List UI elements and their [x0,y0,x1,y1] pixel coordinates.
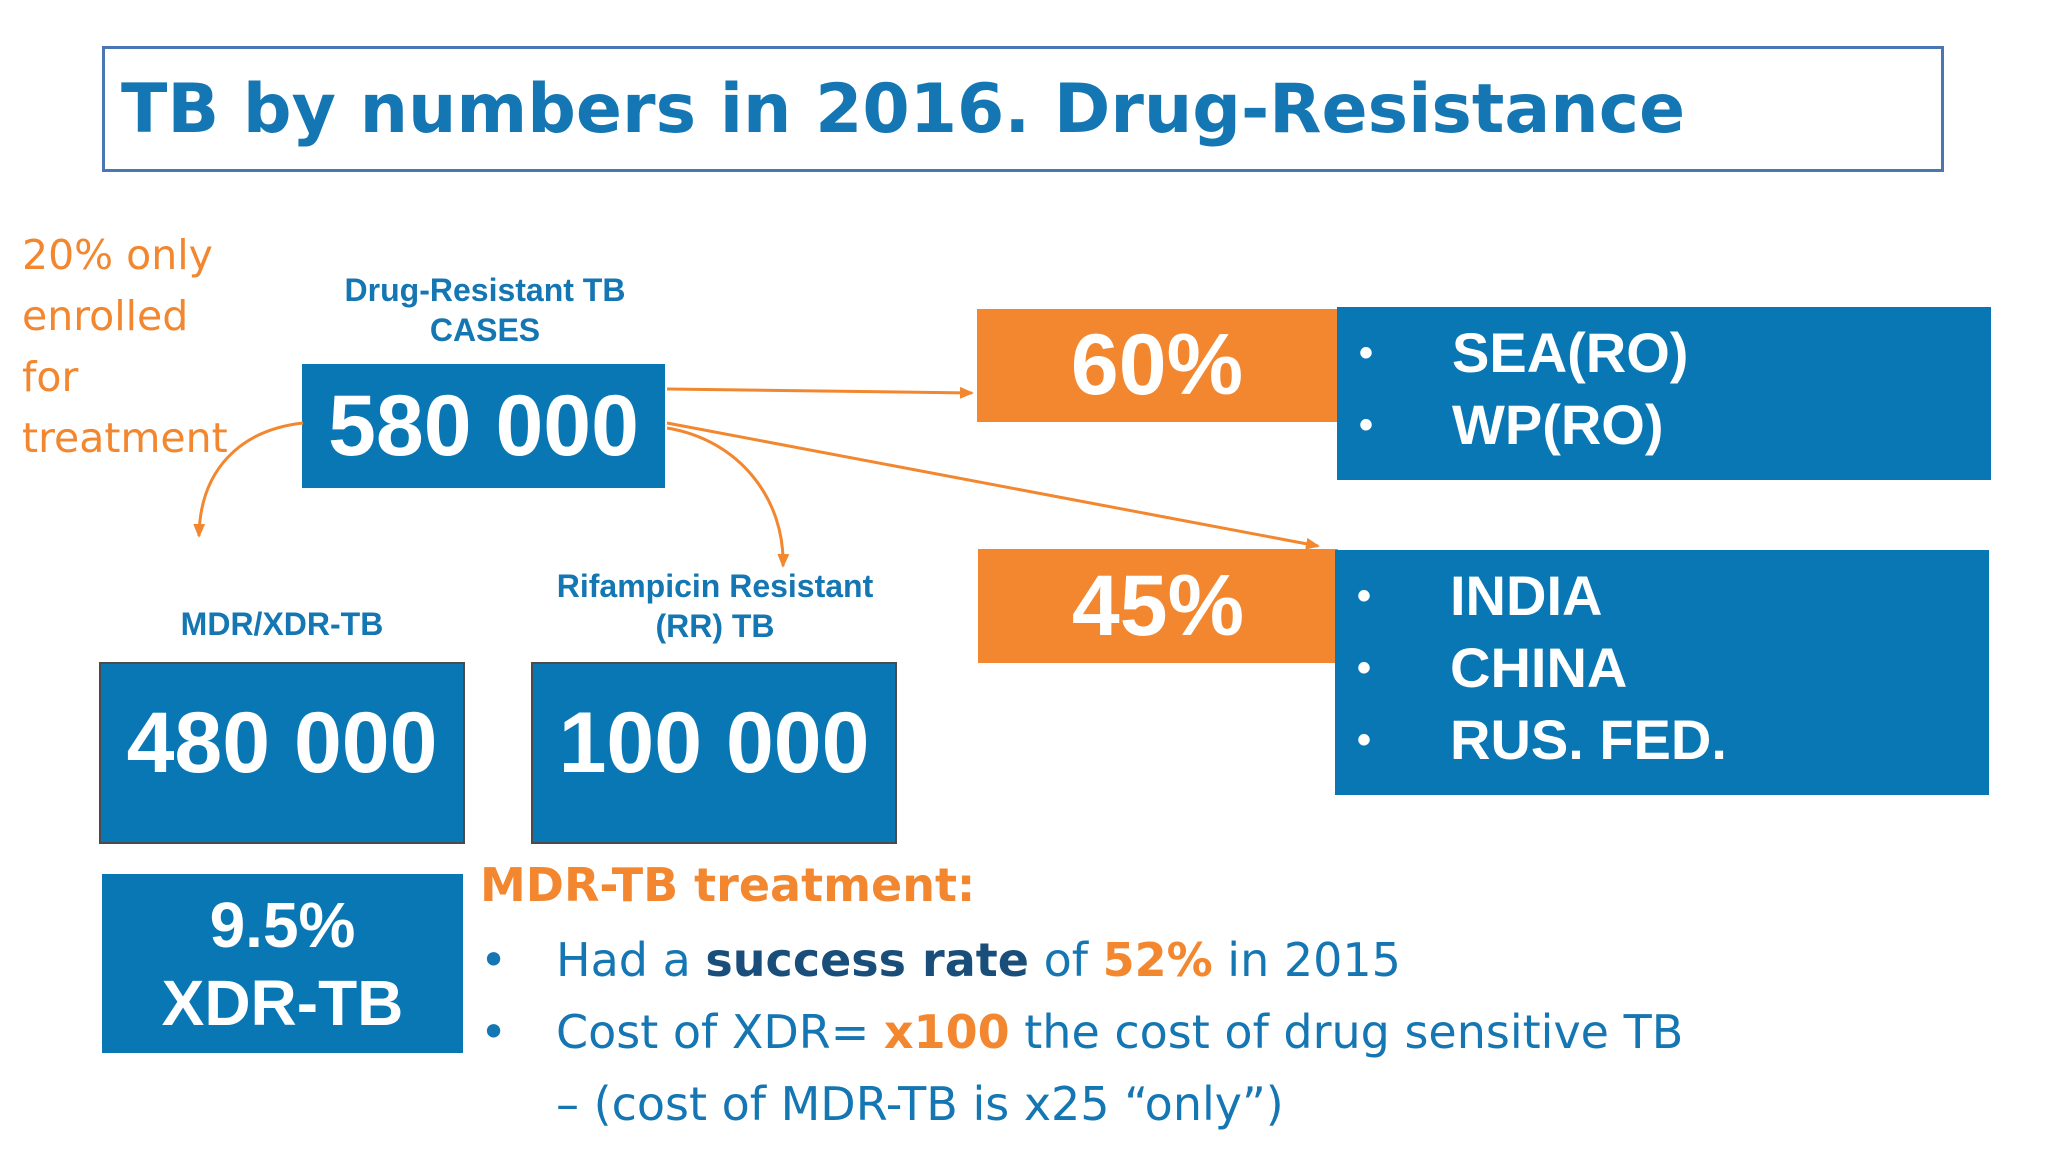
arrow-to-60 [666,386,974,399]
treatment-highlight: x100 [883,1005,1010,1059]
rr-tb-value-box: 100 000 [531,662,897,844]
percent-box-60: 60% [977,309,1337,422]
arrow-to-45 [666,421,1320,550]
percent-value: 45% [1071,557,1245,654]
drug-resistant-label-line2: CASES [429,312,541,348]
mdr-xdr-value: 480 000 [126,694,438,791]
treatment-bold: success rate [705,933,1029,987]
mdr-xdr-label: MDR/XDR-TB [180,606,384,642]
arrow-to-mdr [193,421,304,538]
treatment-list: Had a success rate of 52% in 2015 Cost o… [480,924,1716,1140]
enrolled-note-line: 20% only [22,231,213,279]
drug-resistant-label-line1: Drug-Resistant TB [344,272,626,308]
treatment-highlight: 52% [1102,933,1213,987]
treatment-text: Cost of XDR= [556,1005,884,1059]
page-title: TB by numbers in 2016. Drug-Resistance [121,69,1686,149]
mdr-xdr-value-box: 480 000 [99,662,465,844]
xdr-box: 9.5% XDR-TB [102,874,463,1053]
arrow-to-rr [666,426,790,568]
treatment-text: of [1028,933,1103,987]
enrolled-note-line: treatment [22,414,228,462]
list-item: INDIA [1335,560,1727,632]
drug-resistant-label: Drug-Resistant TB CASES [300,270,670,350]
enrolled-note-line: for [22,353,79,401]
treatment-text: in 2015 [1212,933,1401,987]
title-box: TB by numbers in 2016. Drug-Resistance [102,46,1944,172]
enrolled-note-line: enrolled [22,292,189,340]
region-list-box-1: SEA(RO) WP(RO) [1337,307,1991,480]
list-item: Had a success rate of 52% in 2015 [480,924,1716,996]
list-item: WP(RO) [1337,389,1688,461]
list-item: SEA(RO) [1337,317,1688,389]
percent-box-45: 45% [978,549,1338,663]
rr-tb-label-line1: Rifampicin Resistant [556,568,874,604]
treatment-text: Had a [556,933,706,987]
rr-tb-label: Rifampicin Resistant (RR) TB [530,566,900,646]
xdr-label: XDR-TB [161,966,404,1039]
treatment-heading: MDR-TB treatment: [480,858,976,912]
percent-value: 60% [1070,317,1244,413]
rr-tb-value: 100 000 [558,694,870,791]
drug-resistant-value-box: 580 000 [302,364,665,488]
xdr-percent: 9.5% [209,888,356,961]
region-list-1: SEA(RO) WP(RO) [1337,317,1688,461]
region-list-box-2: INDIA CHINA RUS. FED. [1335,550,1989,795]
enrolled-note: 20% only enrolled for treatment [22,225,228,469]
rr-tb-label-line2: (RR) TB [655,608,775,644]
list-item: Cost of XDR= x100 the cost of drug sensi… [480,996,1716,1140]
list-item: CHINA [1335,632,1727,704]
treatment-text: the cost of drug sensitive TB – (cost of… [556,1005,1684,1131]
region-list-2: INDIA CHINA RUS. FED. [1335,560,1727,776]
drug-resistant-value: 580 000 [328,377,639,474]
list-item: RUS. FED. [1335,704,1727,776]
